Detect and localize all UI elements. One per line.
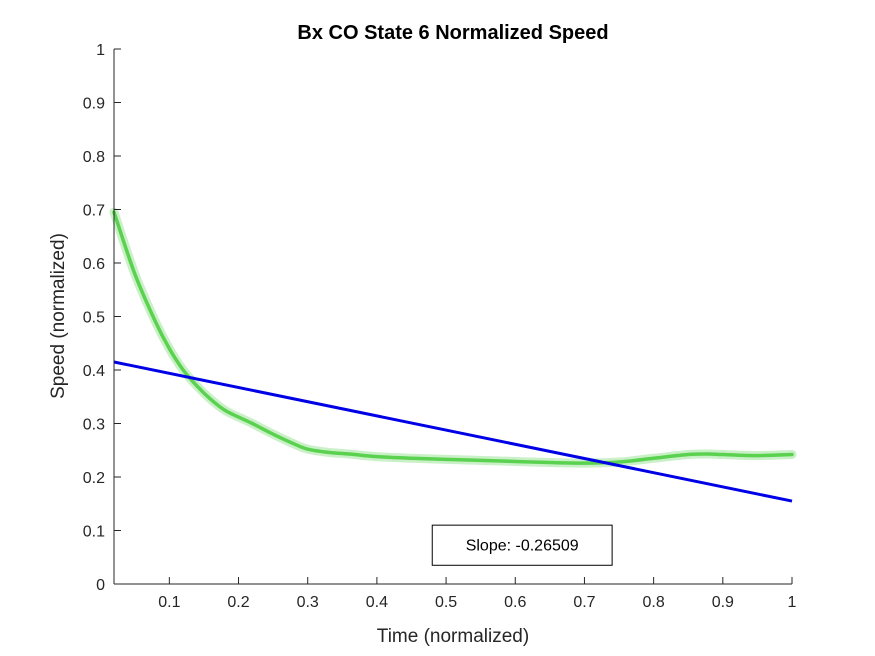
x-tick-label: 0.1 bbox=[158, 594, 180, 611]
axes-background bbox=[114, 49, 792, 584]
plot-area: 0.1 0.2 0.3 0.4 0.5 0.6 0.7 0.8 0.9 1 00.10.20.30… bbox=[83, 42, 797, 611]
speed-line bbox=[112, 210, 794, 465]
x-tick-label: 1 bbox=[788, 594, 797, 611]
y-tick-label: 0.1 bbox=[83, 524, 105, 541]
x-tick-label: 0.4 bbox=[366, 594, 388, 611]
slope-annotation-box bbox=[431, 524, 613, 566]
y-tick-label: 0.8 bbox=[83, 149, 105, 166]
annotation-layer: Slope: -0.26509 bbox=[431, 524, 613, 566]
x-tick-label: 0.3 bbox=[297, 594, 319, 611]
y-tick-label: 0.3 bbox=[83, 417, 105, 434]
y-tick-label: 0 bbox=[96, 577, 105, 594]
x-tick-label: 0.8 bbox=[643, 594, 665, 611]
slope-annotation-text: Slope: -0.26509 bbox=[466, 537, 579, 554]
y-tick-label: 0.4 bbox=[83, 363, 105, 380]
y-tick-label: 1 bbox=[96, 42, 105, 59]
y-tick-label: 0.6 bbox=[83, 256, 105, 273]
x-axis-ticks: 0.1 0.2 0.3 0.4 0.5 0.6 0.7 0.8 0.9 1 bbox=[158, 577, 797, 611]
chart-title: Bx CO State 6 Normalized Speed bbox=[297, 22, 608, 44]
y-axis-label: Speed (normalized) bbox=[48, 233, 69, 399]
y-tick-label: 0.9 bbox=[83, 96, 105, 113]
x-axis-label: Time (normalized) bbox=[377, 626, 529, 647]
x-tick-label: 0.9 bbox=[712, 594, 734, 611]
x-tick-label: 0.2 bbox=[227, 594, 249, 611]
y-tick-label: 0.5 bbox=[83, 310, 105, 327]
fit-line bbox=[113, 360, 793, 503]
x-tick-label: 0.5 bbox=[435, 594, 457, 611]
x-tick-label: 0.7 bbox=[573, 594, 595, 611]
y-tick-label: 0.2 bbox=[83, 470, 105, 487]
y-axis-ticks: 0 0.1 0.2 0.3 0.4 0.5 0.6 0.7 0.8 0.9 1 bbox=[83, 42, 121, 594]
x-tick-label: 0.6 bbox=[504, 594, 526, 611]
series-layer bbox=[109, 207, 797, 503]
y-tick-label: 0.7 bbox=[83, 203, 105, 220]
